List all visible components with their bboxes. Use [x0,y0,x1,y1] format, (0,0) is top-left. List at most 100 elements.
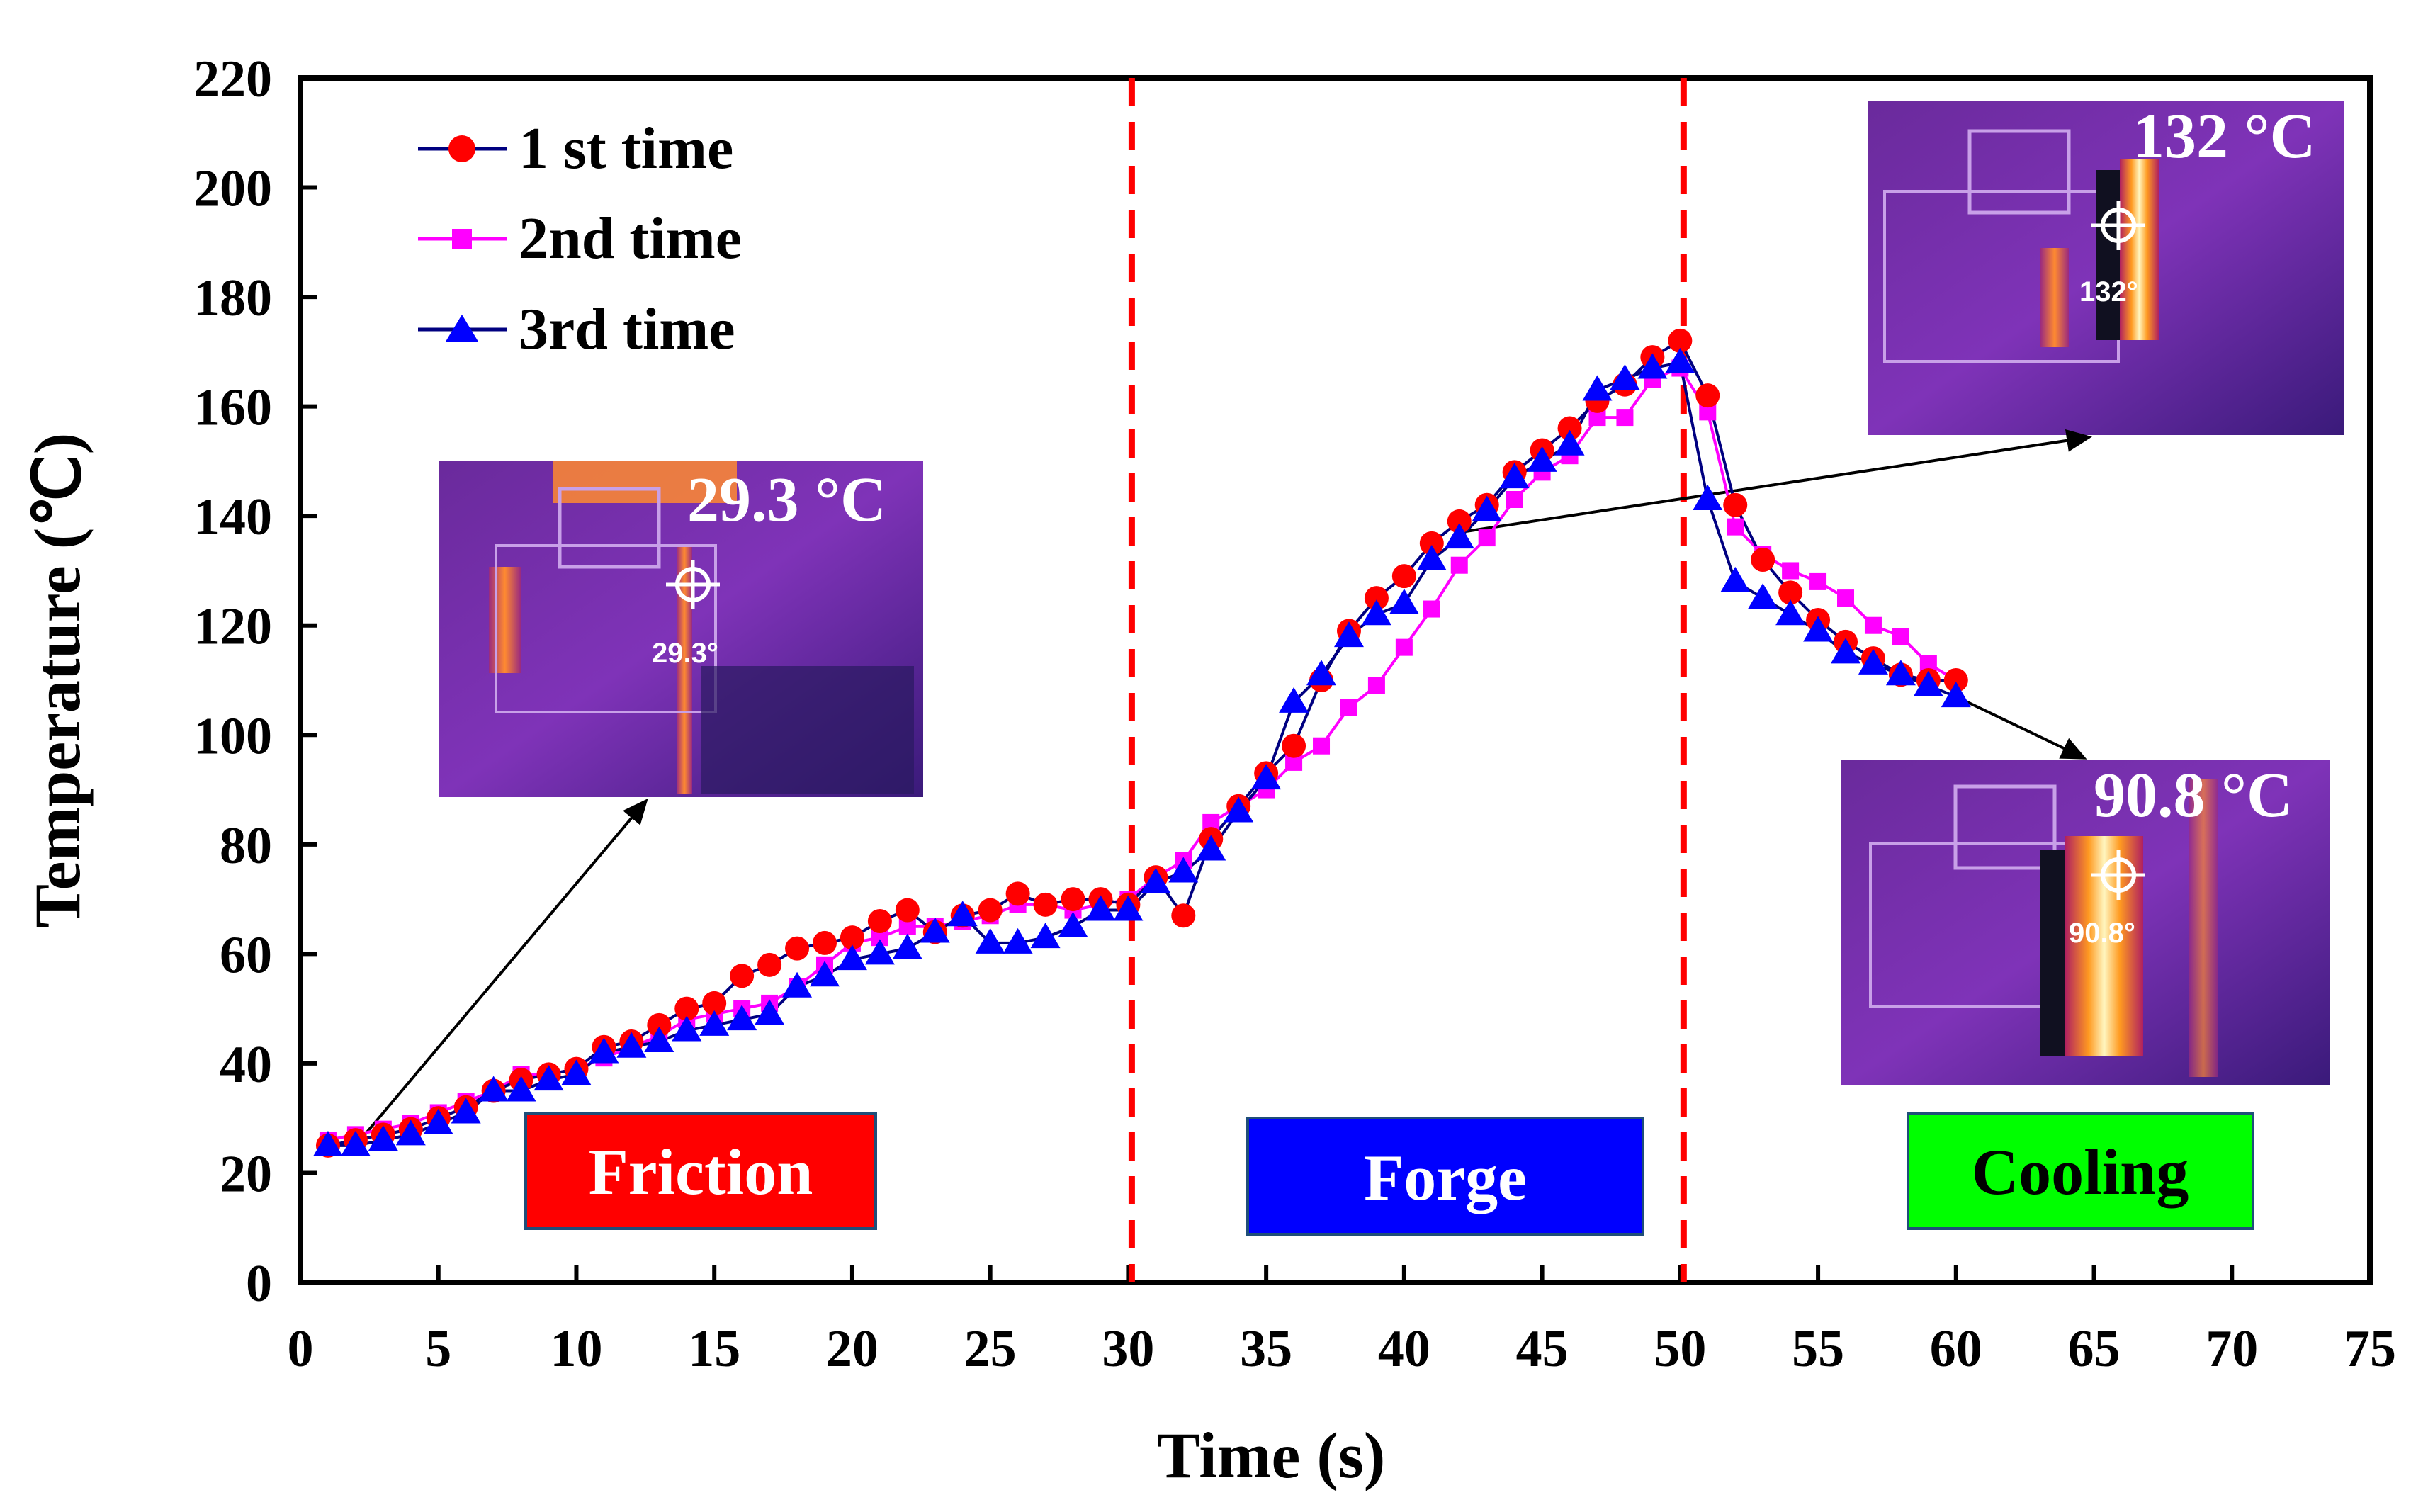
axis-ticks: 0 5 10 15 20 25 30 35 40 45 50 55 60 65 70 75 0 20 40 60 80 1… [193,50,2396,1378]
data-point-series-1 [1751,548,1775,572]
data-point-series-1 [895,898,920,923]
data-point-series-3 [1472,495,1502,521]
y-tick-label: 100 [193,707,272,765]
phase-forge-box [1246,1117,1644,1236]
data-point-series-3 [1720,566,1751,592]
data-point-series-1 [674,996,699,1021]
data-point-series-1 [1364,586,1389,611]
data-point-series-3 [1306,660,1337,686]
data-point-series-2 [1727,518,1744,536]
data-point-series-3 [1693,485,1723,510]
x-tick-label: 15 [688,1320,740,1378]
data-point-series-2 [1837,589,1855,607]
data-point-series-2 [1864,616,1882,634]
x-tick-label: 20 [826,1320,879,1378]
data-point-series-2 [1450,556,1468,574]
phase-friction-label: Friction [589,1136,813,1208]
data-point-series-3 [975,927,1005,954]
x-tick-label: 10 [550,1320,602,1378]
inset-temp-label: 90.8 °C [2094,760,2293,830]
thermal-inset-forge: 132° 132 °C [1868,101,2344,435]
data-point-series-3 [395,1119,426,1146]
inset-arrow [1459,429,2092,534]
data-point-series-1 [1282,733,1306,758]
inset-temp-label: 132 °C [2133,101,2316,171]
data-point-series-2 [1423,600,1440,618]
data-point-series-1 [1557,416,1582,441]
data-point-series-3 [340,1130,371,1156]
data-point-series-3 [1831,638,1861,664]
phase-dividers [1128,78,1687,1282]
y-tick-label: 220 [193,50,272,108]
phase-forge-label: Forge [1364,1141,1527,1214]
data-point-series-3 [1196,835,1226,861]
x-tick-label: 70 [2206,1320,2258,1378]
x-tick-label: 60 [1930,1320,1982,1378]
data-point-series-3 [1554,429,1585,456]
legend-label-series-2: 2nd time [519,205,742,271]
data-point-series-1 [1005,881,1030,906]
thermal-warm-streak [2040,248,2069,347]
phase-cooling: Cooling [1907,1112,2254,1230]
data-point-series-1 [867,909,892,933]
data-point-series-1 [702,991,727,1015]
data-point-series-1 [1171,903,1196,928]
thermal-outline [1967,129,2071,215]
data-point-series-1 [1695,383,1720,408]
thermal-outline-2 [495,544,717,713]
data-point-series-3 [312,1130,343,1156]
data-point-series-3 [1224,796,1254,823]
data-point-series-3 [1444,523,1474,549]
data-point-series-1 [1943,668,1968,692]
data-point-series-3 [1168,857,1199,883]
phase-cooling-box [1907,1112,2254,1230]
data-point-series-2 [1340,699,1357,716]
data-point-series-3 [644,1027,674,1052]
data-point-series-1 [1033,892,1058,917]
y-tick-label: 0 [246,1255,272,1313]
phase-cooling-label: Cooling [1972,1136,2189,1208]
inset-arrow [1955,695,2087,760]
data-point-series-3 [1748,583,1778,609]
reticle-temp-label: 29.3° [652,638,718,669]
x-tick-label: 35 [1240,1320,1292,1378]
data-point-series-2 [1395,638,1413,656]
x-tick-label: 45 [1516,1320,1569,1378]
y-tick-label: 120 [193,598,272,656]
data-point-series-2 [1313,737,1331,755]
data-point-series-3 [1941,682,1971,708]
data-point-series-3 [1885,660,1916,686]
data-point-series-1 [1778,580,1803,605]
data-point-series-2 [1616,409,1634,427]
legend-marker-series-2 [452,229,472,249]
data-point-series-1 [757,952,782,977]
phase-friction: Friction [524,1112,877,1230]
reticle-temp-label: 132° [2079,276,2138,308]
data-point-series-3 [368,1125,398,1151]
thermal-dark-edge [2040,850,2069,1056]
data-point-series-3 [1858,648,1888,675]
data-point-series-1 [812,930,837,955]
data-point-series-3 [589,1037,619,1064]
data-point-series-3 [1527,446,1557,472]
data-point-series-3 [782,971,813,998]
data-point-series-3 [1775,599,1806,626]
data-point-series-1 [1061,887,1085,912]
data-point-series-2 [1809,572,1827,590]
y-tick-label: 60 [220,926,272,984]
data-point-series-1 [785,936,810,961]
data-point-series-3 [1251,764,1282,790]
data-point-series-2 [1506,491,1523,508]
thermal-hotspot-top [553,461,737,503]
x-tick-label: 30 [1102,1320,1154,1378]
data-point-series-3 [864,939,895,965]
data-point-series-3 [699,1010,730,1036]
data-point-series-3 [1803,616,1834,642]
thermal-warm-streak [2189,779,2218,1077]
data-point-series-3 [1058,911,1088,937]
data-point-series-2 [1478,529,1496,547]
data-point-series-3 [1637,353,1668,379]
data-point-series-3 [1361,599,1391,626]
inset-arrow [354,798,648,1147]
